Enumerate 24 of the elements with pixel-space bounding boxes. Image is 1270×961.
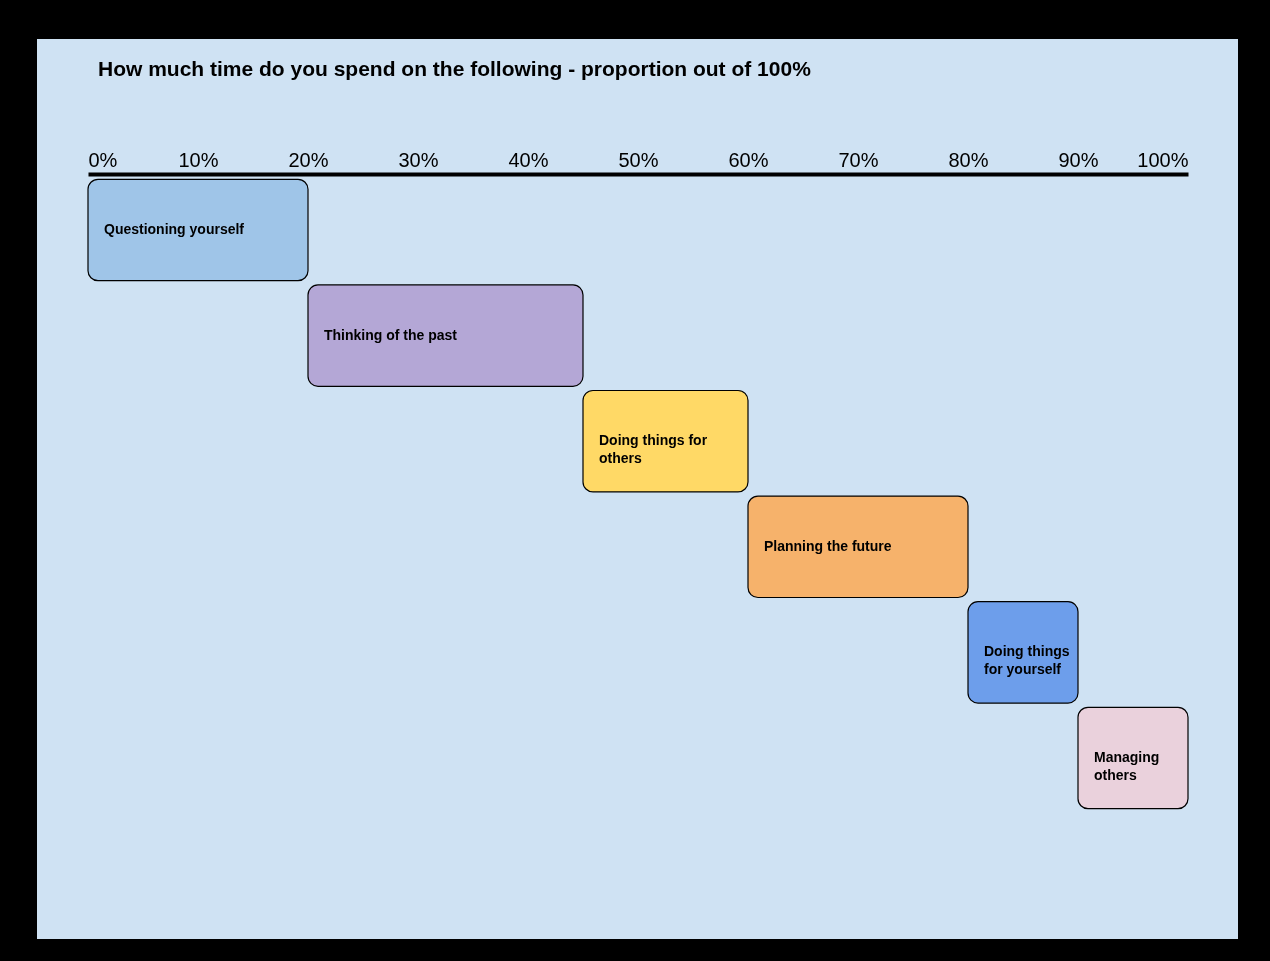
x-tick-label: 10% (178, 148, 219, 171)
bar (87, 178, 309, 282)
y-tick-label: Managing others (1094, 749, 1160, 784)
bar (1077, 706, 1189, 810)
x-tick-label: 20% (288, 148, 329, 171)
y-tick-label: Thinking of the past (324, 326, 458, 343)
x-tick-label: 90% (1058, 148, 1099, 171)
x-tick-label: 30% (398, 148, 439, 171)
y-tick-label: Doing things for others (599, 432, 708, 467)
x-tick-label: 0% (88, 148, 118, 171)
x-tick-label: 100% (1137, 148, 1189, 171)
bar (747, 495, 969, 599)
y-tick-label: Planning the future (764, 537, 892, 554)
x-tick-label: 70% (838, 148, 879, 171)
x-tick-label: 60% (728, 148, 769, 171)
y-tick-label: Doing things for yourself (984, 643, 1070, 678)
bar (582, 389, 749, 493)
bar (967, 601, 1079, 704)
x-tick-label: 80% (948, 148, 989, 171)
chart-title: How much time do you spend on the following - proportion out of 100% (98, 57, 812, 80)
y-tick-label: Questioning yourself (104, 220, 245, 237)
x-tick-label: 40% (508, 148, 549, 171)
x-tick-label: 50% (618, 148, 659, 171)
bar (307, 284, 584, 387)
